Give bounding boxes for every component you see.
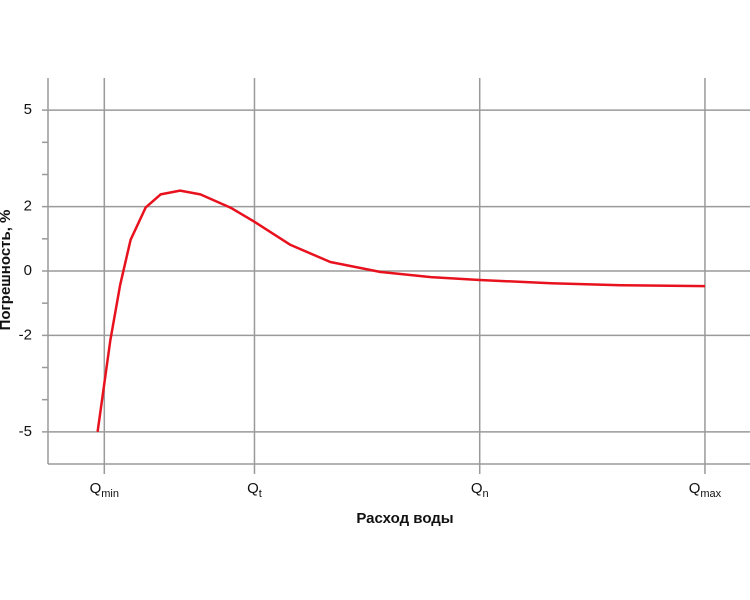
x-tick-subscript: max (700, 488, 721, 500)
x-tick-subscript: min (101, 488, 119, 500)
x-tick-subscript: n (482, 488, 488, 500)
x-tick-main: Q (689, 480, 701, 497)
y-axis-label: Погрешность, % (0, 210, 14, 331)
x-tick-main: Q (471, 480, 483, 497)
x-tick-label: Qt (247, 480, 262, 500)
x-tick-subscript: t (259, 488, 262, 500)
y-tick-label: 5 (24, 101, 32, 118)
x-tick-label: Qmin (90, 480, 119, 500)
x-tick-main: Q (90, 480, 102, 497)
x-tick-label: Qmax (689, 480, 722, 500)
y-tick-label: 0 (24, 262, 32, 279)
x-tick-label: Qn (471, 480, 489, 500)
x-axis-label: Расход воды (356, 510, 453, 527)
x-tick-main: Q (247, 480, 259, 497)
y-tick-label: -5 (19, 423, 32, 440)
y-tick-label: 2 (24, 198, 32, 215)
y-tick-label: -2 (19, 326, 32, 343)
curve (96, 189, 706, 432)
